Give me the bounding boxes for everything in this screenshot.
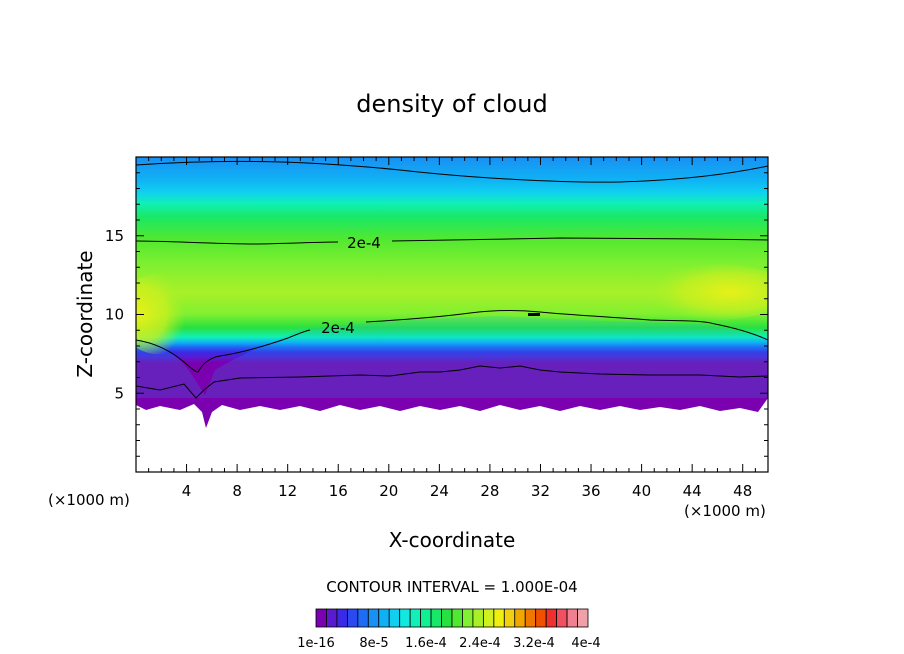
y-axis-label: Z-coordinate	[73, 250, 97, 377]
x-tick-label: 24	[430, 482, 449, 500]
colorbar-tick-label: 1.6e-4	[405, 636, 447, 651]
colorbar-swatch	[462, 608, 474, 628]
colorbar-swatch	[545, 608, 558, 628]
x-tick-label: 44	[683, 482, 702, 500]
x-tick-label: 4	[182, 482, 192, 500]
x-tick-label: 8	[232, 482, 242, 500]
y-tick-labels: 5 10 15	[105, 227, 124, 403]
x-tick-label: 20	[379, 482, 398, 500]
y-tick-label: 5	[114, 384, 124, 402]
colorbar-tick-label: 8e-5	[359, 636, 388, 651]
colorbar-tick-label: 3.2e-4	[513, 636, 555, 651]
colorbar-swatch	[566, 608, 578, 628]
x-unit-left: (×1000 m)	[48, 491, 130, 509]
colorbar-swatch	[315, 608, 327, 628]
x-tick-label: 28	[480, 482, 499, 500]
x-tick-labels: 4 8 12 16 20 24 28 32 36 40 44 48	[182, 482, 752, 500]
contour-labels: 2e-4 2e-4	[321, 234, 381, 337]
colorbar-swatch	[336, 608, 348, 628]
colorbar-labels: 1e-16 8e-5 1.6e-4 2.4e-4 3.2e-4 4e-4	[297, 636, 600, 651]
chart-title: density of cloud	[356, 90, 547, 118]
colorbar-swatch	[399, 608, 411, 628]
colorbar-swatch	[430, 608, 442, 628]
contour-fill	[136, 157, 768, 472]
colorbar-swatch	[482, 608, 495, 628]
colorbar-swatch	[493, 608, 505, 628]
x-axis-label: X-coordinate	[389, 528, 516, 552]
colorbar-swatch	[503, 608, 516, 628]
contour-lines	[136, 160, 768, 399]
colorbar-swatch	[472, 608, 484, 628]
colorbar-swatch	[346, 608, 359, 628]
y-tick-label: 15	[105, 227, 124, 245]
colorbar-tick-label: 4e-4	[571, 636, 600, 651]
colorbar-swatch	[367, 608, 380, 628]
colorbar-tick-label: 1e-16	[297, 636, 335, 651]
contour-interval: CONTOUR INTERVAL = 1.000E-04	[326, 578, 577, 596]
x-unit-right: (×1000 m)	[684, 502, 766, 520]
x-tick-label: 32	[531, 482, 550, 500]
colorbar	[315, 608, 589, 628]
x-tick-label: 12	[278, 482, 297, 500]
colorbar-swatch	[326, 608, 338, 628]
colorbar-swatch	[357, 608, 369, 628]
x-tick-label: 48	[733, 482, 752, 500]
colorbar-swatch	[420, 608, 432, 628]
contour-label-lower: 2e-4	[321, 319, 355, 337]
colorbar-swatch	[577, 608, 589, 628]
contour-small-mark	[528, 313, 540, 316]
y-tick-label: 10	[105, 306, 124, 324]
x-tick-label: 36	[581, 482, 600, 500]
contour-label-upper: 2e-4	[347, 234, 381, 252]
colorbar-swatch	[451, 608, 463, 628]
axis-ticks	[136, 157, 768, 472]
colorbar-swatch	[409, 608, 422, 628]
x-tick-label: 16	[329, 482, 348, 500]
colorbar-swatch	[524, 608, 537, 628]
colorbar-tick-label: 2.4e-4	[459, 636, 501, 651]
x-tick-label: 40	[632, 482, 651, 500]
colorbar-swatch	[441, 608, 453, 628]
colorbar-swatch	[378, 608, 390, 628]
colorbar-swatch	[514, 608, 526, 628]
colorbar-swatch	[556, 608, 568, 628]
colorbar-swatch	[388, 608, 401, 628]
colorbar-swatch	[535, 608, 547, 628]
